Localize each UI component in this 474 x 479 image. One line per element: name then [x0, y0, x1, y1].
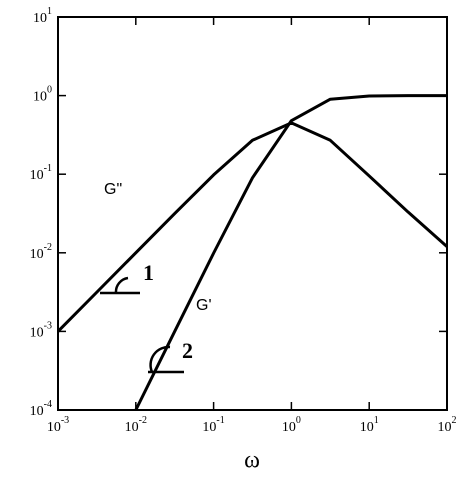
tick-exponent: -2	[139, 415, 147, 426]
tick-exponent: 0	[47, 85, 52, 96]
tick-exponent: -1	[44, 163, 52, 174]
tick-base: 10	[30, 168, 44, 183]
x-tick-label: 100	[282, 415, 301, 435]
tick-base: 10	[33, 90, 47, 105]
x-axis-label: ω	[244, 448, 260, 474]
tick-base: 10	[438, 420, 452, 435]
y-tick-label: 10-1	[30, 163, 52, 183]
tick-base: 10	[30, 247, 44, 262]
tick-exponent: -1	[216, 415, 224, 426]
tick-exponent: 2	[452, 415, 457, 426]
tick-exponent: -4	[44, 399, 52, 410]
tick-exponent: 1	[47, 6, 52, 17]
x-tick-label: 101	[360, 415, 379, 435]
series-line	[58, 121, 447, 333]
slope-markers	[100, 276, 184, 374]
x-tick-label: 10-2	[125, 415, 147, 435]
tick-base: 10	[360, 420, 374, 435]
y-tick-label: 100	[33, 85, 52, 105]
tick-exponent: -3	[61, 415, 69, 426]
x-tick-label: 102	[438, 415, 457, 435]
plot-frame	[57, 16, 448, 411]
x-tick-label: 10-1	[202, 415, 224, 435]
tick-base: 10	[30, 404, 44, 419]
series-line	[134, 94, 447, 410]
y-tick-label: 10-3	[30, 321, 52, 341]
tick-base: 10	[30, 326, 44, 341]
tick-base: 10	[47, 420, 61, 435]
tick-exponent: -3	[44, 321, 52, 332]
tick-base: 10	[125, 420, 139, 435]
series-label: G'	[196, 297, 212, 314]
series-label: G"	[104, 181, 122, 198]
tick-base: 10	[282, 420, 296, 435]
slope-label: 1	[143, 260, 154, 285]
tick-exponent: -2	[44, 242, 52, 253]
tick-base: 10	[33, 11, 47, 26]
tick-exponent: 1	[374, 415, 379, 426]
y-tick-label: 10-4	[30, 399, 52, 419]
tick-exponent: 0	[296, 415, 301, 426]
y-tick-label: 10-2	[30, 242, 52, 262]
y-tick-label: 101	[33, 6, 52, 26]
tick-base: 10	[202, 420, 216, 435]
slope-label: 2	[182, 338, 193, 363]
x-tick-label: 10-3	[47, 415, 69, 435]
